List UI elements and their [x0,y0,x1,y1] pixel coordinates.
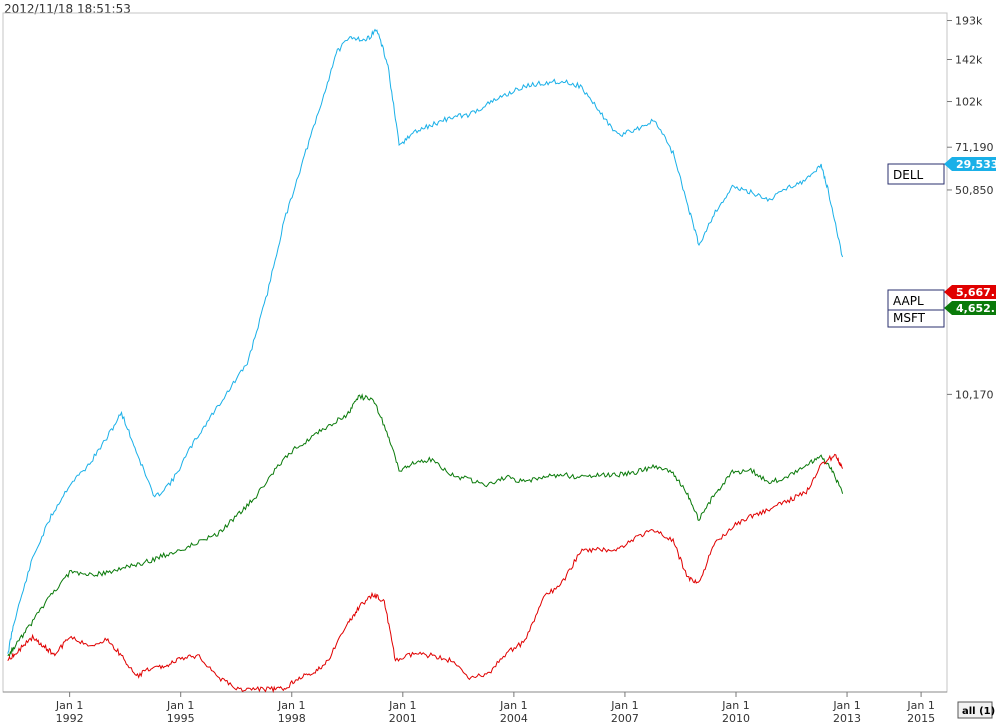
last-value-badge [944,157,996,171]
x-tick-label-top: Jan 1 [906,699,934,712]
series-tags: 29,533 DELL 4,652. MSFT 5,667. AAPL [887,157,996,328]
x-tick-label-bottom: 1992 [56,712,84,725]
x-tick-label-top: Jan 1 [832,699,860,712]
x-tick-label-bottom: 2007 [611,712,639,725]
x-tick-label-top: Jan 1 [721,699,749,712]
y-tick-label: 193k [955,15,983,28]
x-tick-label-bottom: 2013 [833,712,861,725]
y-tick-label: 142k [955,54,983,67]
x-tick-label-bottom: 2015 [907,712,935,725]
x-tick-label-bottom: 1998 [278,712,306,725]
x-tick-label-top: Jan 1 [277,699,305,712]
series-tag-label: MSFT [893,311,926,325]
y-tick-label: 102k [955,96,983,109]
series-line-aapl [7,453,844,694]
x-tick-label-top: Jan 1 [610,699,638,712]
zoom-all-label: all (1) [962,706,995,717]
zoom-all-button[interactable]: all (1) [957,701,995,719]
series-line-msft [7,393,844,657]
series-tag-label: AAPL [893,294,924,308]
x-tick-label-top: Jan 1 [499,699,527,712]
x-tick-label-top: Jan 1 [166,699,194,712]
y-tick-label: 50,850 [955,184,994,197]
x-tick-label-bottom: 2004 [500,712,528,725]
chart-timestamp: 2012/11/18 18:51:53 [4,2,131,16]
x-tick-label-bottom: 1995 [167,712,195,725]
last-value-badge [944,285,996,299]
x-tick-label-top: Jan 1 [55,699,83,712]
series-layer [7,28,844,694]
last-value-badge-label: 29,533 [956,158,996,171]
y-tick-label: 71,190 [955,141,994,154]
last-value-badge [944,301,996,315]
y-tick-label: 10,170 [955,388,994,401]
last-value-badge-label: 5,667. [956,286,995,299]
series-line-dell [7,28,844,654]
last-value-badge-label: 4,652. [956,302,995,315]
series-tag-label: DELL [893,168,924,182]
x-tick-label-bottom: 2001 [389,712,417,725]
plot-frame [2,12,948,693]
x-tick-label-top: Jan 1 [388,699,416,712]
x-tick-label-bottom: 2010 [722,712,750,725]
